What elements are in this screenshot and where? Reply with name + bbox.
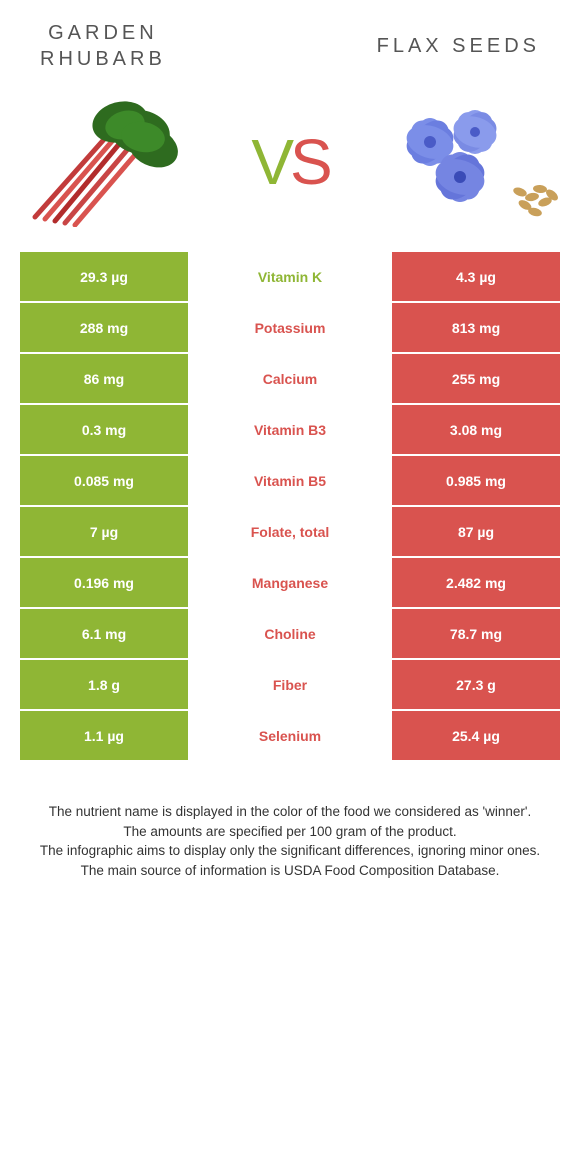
title-left-line2: RHUBARB <box>40 46 166 72</box>
nutrient-name: Fiber <box>190 660 390 709</box>
nutrient-name: Vitamin B3 <box>190 405 390 454</box>
value-left: 6.1 mg <box>20 609 190 658</box>
value-left: 1.1 µg <box>20 711 190 760</box>
value-right: 78.7 mg <box>390 609 560 658</box>
table-row: 1.1 µgSelenium25.4 µg <box>20 711 560 762</box>
footer-line1: The nutrient name is displayed in the co… <box>30 802 550 822</box>
footer-line2: The amounts are specified per 100 gram o… <box>30 822 550 842</box>
table-row: 86 mgCalcium255 mg <box>20 354 560 405</box>
vs-v: V <box>251 125 290 199</box>
nutrient-name: Calcium <box>190 354 390 403</box>
value-right: 255 mg <box>390 354 560 403</box>
nutrient-name: Potassium <box>190 303 390 352</box>
table-row: 0.3 mgVitamin B33.08 mg <box>20 405 560 456</box>
table-row: 0.085 mgVitamin B50.985 mg <box>20 456 560 507</box>
value-right: 3.08 mg <box>390 405 560 454</box>
title-right: FLAX SEEDS <box>377 35 540 58</box>
footer-line4: The main source of information is USDA F… <box>30 861 550 881</box>
table-row: 288 mgPotassium813 mg <box>20 303 560 354</box>
nutrient-name: Selenium <box>190 711 390 760</box>
vs-s: S <box>290 125 329 199</box>
value-right: 4.3 µg <box>390 252 560 301</box>
value-left: 0.3 mg <box>20 405 190 454</box>
value-right: 0.985 mg <box>390 456 560 505</box>
value-right: 2.482 mg <box>390 558 560 607</box>
image-row: VS <box>0 82 580 252</box>
footer-notes: The nutrient name is displayed in the co… <box>0 762 580 900</box>
nutrient-name: Vitamin B5 <box>190 456 390 505</box>
flax-image <box>380 92 560 232</box>
nutrient-name: Choline <box>190 609 390 658</box>
table-row: 6.1 mgCholine78.7 mg <box>20 609 560 660</box>
value-left: 1.8 g <box>20 660 190 709</box>
table-row: 7 µgFolate, total87 µg <box>20 507 560 558</box>
value-left: 7 µg <box>20 507 190 556</box>
table-row: 0.196 mgManganese2.482 mg <box>20 558 560 609</box>
nutrient-name: Vitamin K <box>190 252 390 301</box>
nutrient-name: Manganese <box>190 558 390 607</box>
vs-label: VS <box>251 125 328 199</box>
value-left: 288 mg <box>20 303 190 352</box>
value-left: 86 mg <box>20 354 190 403</box>
header: GARDEN RHUBARB FLAX SEEDS <box>0 0 580 82</box>
comparison-table: 29.3 µgVitamin K4.3 µg288 mgPotassium813… <box>0 252 580 762</box>
title-left-line1: GARDEN <box>40 20 166 46</box>
value-right: 25.4 µg <box>390 711 560 760</box>
table-row: 1.8 gFiber27.3 g <box>20 660 560 711</box>
nutrient-name: Folate, total <box>190 507 390 556</box>
footer-line3: The infographic aims to display only the… <box>30 841 550 861</box>
value-right: 27.3 g <box>390 660 560 709</box>
value-left: 29.3 µg <box>20 252 190 301</box>
value-right: 813 mg <box>390 303 560 352</box>
value-left: 0.085 mg <box>20 456 190 505</box>
value-left: 0.196 mg <box>20 558 190 607</box>
table-row: 29.3 µgVitamin K4.3 µg <box>20 252 560 303</box>
rhubarb-image <box>20 92 200 232</box>
value-right: 87 µg <box>390 507 560 556</box>
title-left: GARDEN RHUBARB <box>40 20 166 72</box>
